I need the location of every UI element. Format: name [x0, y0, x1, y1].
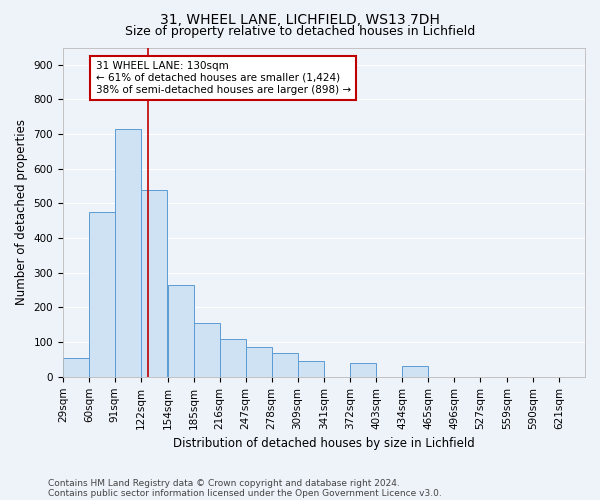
Bar [220, 338, 245, 377]
Bar [350, 363, 376, 377]
X-axis label: Distribution of detached houses by size in Lichfield: Distribution of detached houses by size … [173, 437, 475, 450]
Bar [167, 285, 194, 377]
Text: 31 WHEEL LANE: 130sqm
← 61% of detached houses are smaller (1,424)
38% of semi-d: 31 WHEEL LANE: 130sqm ← 61% of detached … [95, 62, 351, 94]
Y-axis label: Number of detached properties: Number of detached properties [15, 119, 28, 305]
Text: Size of property relative to detached houses in Lichfield: Size of property relative to detached ho… [125, 25, 475, 38]
Bar [63, 358, 89, 377]
Bar [272, 352, 298, 377]
Bar [403, 366, 428, 377]
Bar [194, 323, 220, 377]
Text: 31, WHEEL LANE, LICHFIELD, WS13 7DH: 31, WHEEL LANE, LICHFIELD, WS13 7DH [160, 12, 440, 26]
Text: Contains public sector information licensed under the Open Government Licence v3: Contains public sector information licen… [48, 488, 442, 498]
Text: Contains HM Land Registry data © Crown copyright and database right 2024.: Contains HM Land Registry data © Crown c… [48, 478, 400, 488]
Bar [89, 212, 115, 377]
Bar [115, 129, 141, 377]
Bar [298, 361, 323, 377]
Bar [141, 190, 167, 377]
Bar [245, 348, 272, 377]
